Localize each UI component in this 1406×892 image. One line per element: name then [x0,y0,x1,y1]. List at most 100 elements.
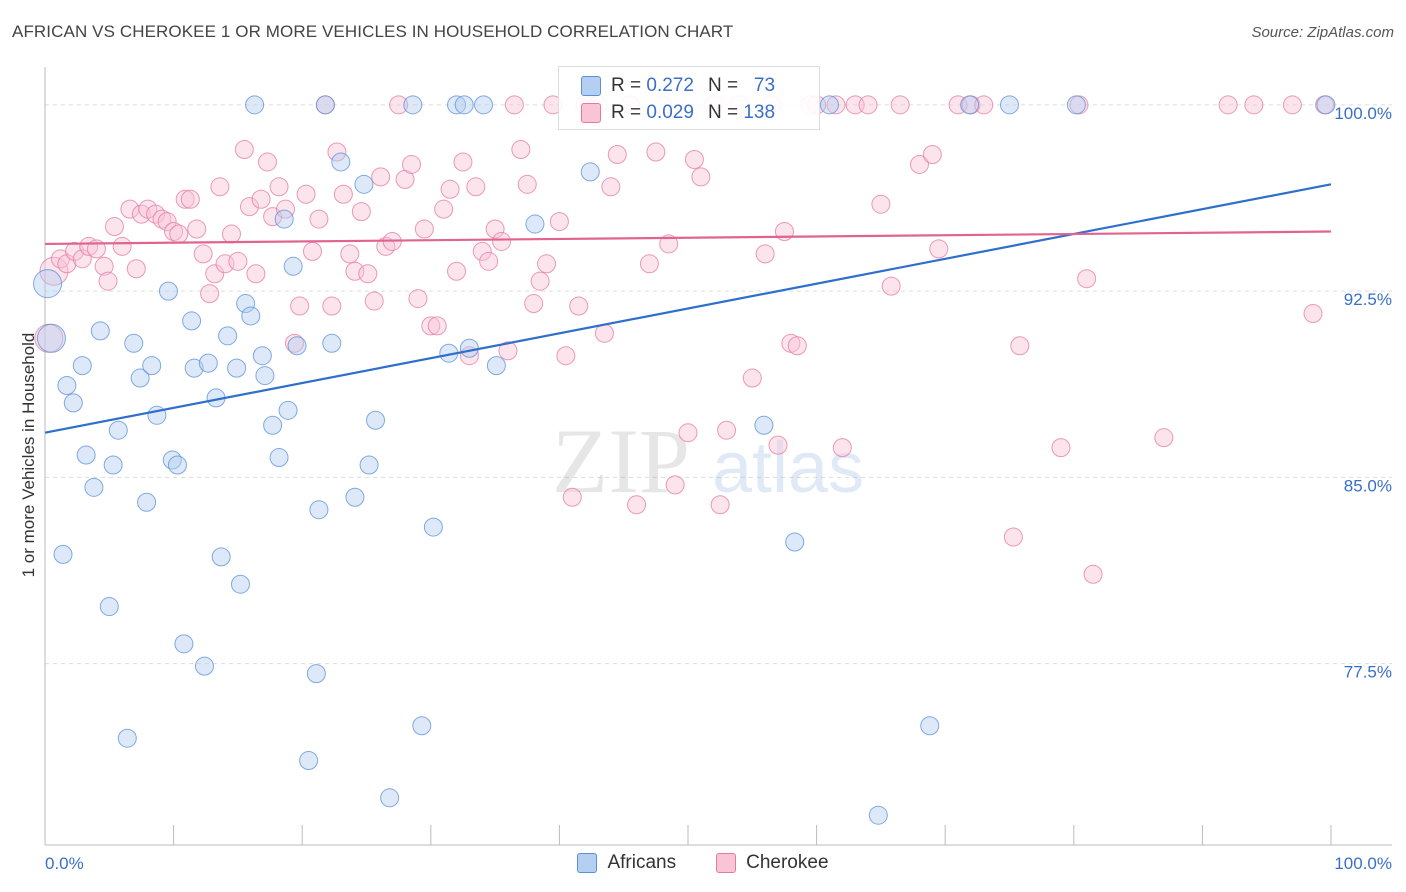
africans-point [137,492,157,512]
africans-point [57,376,77,396]
africans-point [72,356,92,376]
cherokee-point [472,241,492,261]
cherokee-point [175,189,195,209]
r-label: R = [611,102,642,123]
cherokee-point [427,316,447,336]
cherokee-point [627,495,647,515]
cherokee-point [826,95,846,115]
cherokee-point [556,346,576,366]
africans-point [486,356,506,376]
africans-point [245,95,265,115]
n-label: N = [707,75,739,96]
africans-point [322,333,342,353]
africans-point [241,306,261,326]
y-axis-label: 1 or more Vehicles in Household [19,333,38,578]
cherokee-point [881,276,901,296]
n-value: 138 [743,102,776,123]
watermark: ZIP atlas [552,410,864,512]
cherokee-point [922,145,942,165]
africans-point [103,455,123,475]
cherokee-point [1218,95,1238,115]
cherokee-point [710,495,730,515]
africans-point [868,805,888,825]
cherokee-point [351,202,371,222]
africans-legend-swatch [577,853,598,873]
cherokee-point [1051,438,1071,458]
africans-point [315,95,335,115]
africans-point [63,393,83,413]
n-value: 73 [753,75,776,96]
cherokee-point [511,140,531,160]
africans-point [366,410,386,430]
x-tick-label: 100.0% [1334,854,1392,873]
cherokee-point [768,435,788,455]
stats-row-cherokee: R = 0.029 N = 138 [581,102,775,124]
africans-point [198,353,218,373]
axes [44,67,1392,846]
cherokee-point [257,152,277,172]
africans-point [174,634,194,654]
cherokee-point [659,234,679,254]
cherokee-point [126,259,146,279]
cherokee-point [639,254,659,274]
africans-point [227,358,247,378]
africans-point [345,487,365,507]
cherokee-point [530,271,550,291]
cherokee-point [104,217,124,237]
africans-point [184,358,204,378]
africans-point [218,326,238,346]
cherokee-point [414,219,434,239]
africans-point [960,95,980,115]
cherokee-legend-swatch [716,853,737,873]
africans-point [33,269,63,299]
x-tick-label: 0.0% [45,854,84,873]
cherokee-point [284,333,304,353]
cherokee-point [408,289,428,309]
cherokee-point [200,284,220,304]
cherokee-point [524,294,544,314]
cherokee-point [646,142,666,162]
cherokee-point [1010,336,1030,356]
legend-item-africans[interactable]: Africans [577,852,676,874]
cherokee-point [193,244,213,264]
cherokee-point [112,236,132,256]
cherokee-point [228,251,248,271]
africans-point [309,500,329,520]
cherokee-point [466,177,486,197]
cherokee-point [79,236,99,256]
cherokee-point [1077,269,1097,289]
cherokee-point [691,167,711,187]
chart-title: AFRICAN VS CHEROKEE 1 OR MORE VEHICLES I… [12,22,734,41]
cherokee-point [890,95,910,115]
cherokee-point [440,179,460,199]
africans-point [920,716,940,736]
africans-point [299,751,319,771]
africans-point [84,477,104,497]
cherokee-point [909,154,929,174]
africans-point [117,728,137,748]
cherokee-point [322,296,342,316]
africans-point [269,448,289,468]
stats-row-africans: R = 0.272 N = 73 [581,75,775,97]
legend-item-cherokee[interactable]: Cherokee [716,852,829,874]
cherokee-point [601,177,621,197]
africans-point [580,162,600,182]
cherokee-point [371,167,391,187]
africans-point [819,95,839,115]
africans-point [1316,95,1336,115]
cherokee-point [157,212,177,232]
cherokee-point [492,231,512,251]
r-label: R = [611,75,642,96]
africans-point [252,346,272,366]
africans-point [230,574,250,594]
cherokee-point [340,244,360,264]
africans-point [182,311,202,331]
africans-point [274,209,294,229]
cherokee-point [858,95,878,115]
africans-point [454,95,474,115]
cherokee-point [517,174,537,194]
cherokee-point [152,209,172,229]
cherokee-trend-line [44,230,1332,246]
cherokee-point [269,177,289,197]
cherokee-point [290,296,310,316]
